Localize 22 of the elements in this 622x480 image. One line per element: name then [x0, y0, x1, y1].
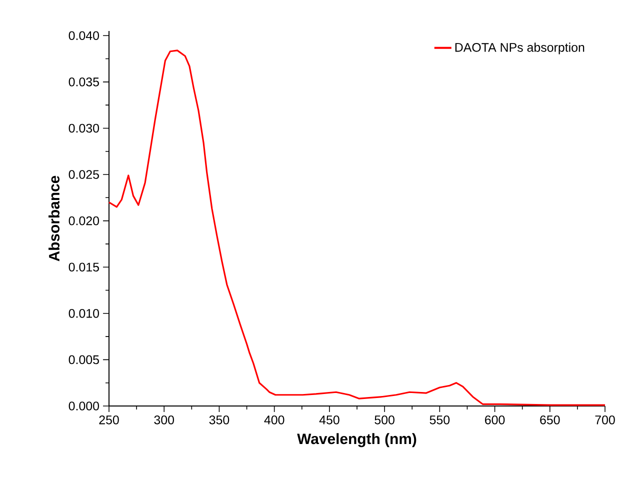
x-axis-title: Wavelength (nm) — [297, 433, 416, 448]
legend-label: DAOTA NPs absorption — [455, 42, 584, 54]
x-tick-label: 250 — [99, 416, 119, 424]
x-tick-label: 500 — [374, 416, 394, 424]
y-tick-label: 0.015 — [68, 262, 99, 272]
y-tick-label: 0.040 — [68, 31, 100, 40]
x-tick-label: 550 — [430, 416, 450, 424]
y-tick-label: 0.000 — [68, 402, 100, 410]
x-tick-label: 700 — [595, 416, 615, 424]
x-tick-label: 350 — [209, 416, 230, 424]
x-tick-label: 300 — [154, 416, 174, 424]
y-tick-label: 0.020 — [68, 216, 100, 226]
x-tick-label: 450 — [319, 416, 340, 424]
y-tick-label: 0.010 — [68, 309, 100, 318]
y-tick-label: 0.035 — [68, 78, 99, 86]
y-axis-title: Absorbance — [48, 176, 60, 262]
x-tick-label: 650 — [540, 416, 560, 424]
y-tick-label: 0.030 — [68, 124, 100, 133]
y-tick-label: 0.005 — [68, 355, 99, 364]
x-tick-label: 400 — [264, 416, 284, 424]
y-tick-label: 0.025 — [68, 170, 99, 179]
x-tick-label: 600 — [485, 416, 505, 424]
